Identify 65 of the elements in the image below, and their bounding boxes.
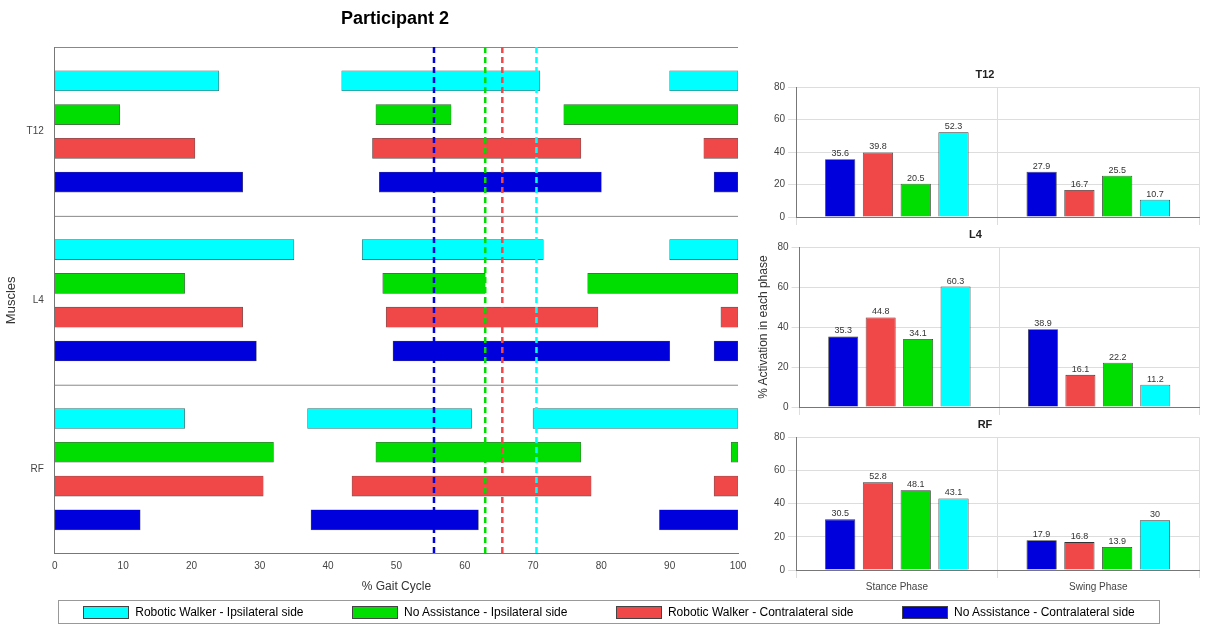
y-tick-label: RF: [30, 462, 44, 474]
data-label: 52.3: [944, 121, 963, 132]
y-tick-label: 40: [774, 145, 786, 157]
chart-title: L4: [969, 227, 983, 240]
legend-label: No Assistance - Contralateral side: [954, 605, 1135, 619]
x-tick-label: Stance Phase: [865, 580, 929, 592]
x-tick-label: 20: [185, 560, 198, 572]
y-axis-title: % Activation in each phase: [755, 255, 770, 399]
data-label: 43.1: [944, 487, 963, 498]
data-label: 11.2: [1146, 373, 1164, 384]
y-tick-label: 60: [774, 464, 786, 476]
y-tick-label: 80: [777, 240, 789, 252]
data-label: 35.3: [834, 325, 852, 336]
legend-label: Robotic Walker - Contralateral side: [667, 605, 854, 619]
x-axis-title: % Gait Cycle: [361, 579, 432, 594]
y-tick-label: 80: [774, 80, 786, 92]
y-tick-label: 40: [777, 320, 789, 332]
data-label: 60.3: [946, 275, 965, 286]
y-tick-label: T12: [26, 125, 45, 137]
x-tick-label: 0: [52, 560, 59, 572]
data-label: 16.8: [1070, 531, 1089, 542]
data-label: 44.8: [871, 306, 890, 317]
x-tick-label: 30: [254, 560, 266, 572]
data-label: 38.9: [1034, 318, 1052, 329]
chart-title: T12: [975, 67, 995, 80]
y-tick-label: 20: [774, 178, 786, 190]
legend-label: Robotic Walker - Ipsilateral side: [135, 605, 304, 619]
x-tick-label: 10: [117, 560, 130, 572]
x-tick-label: 80: [595, 560, 608, 572]
y-axis-title: Muscles: [3, 275, 19, 325]
y-tick-label: 60: [777, 280, 789, 292]
legend-label: No Assistance - Ipsilateral side: [404, 605, 568, 619]
y-tick-label: 20: [777, 360, 789, 372]
data-label: 16.1: [1071, 363, 1090, 374]
data-label: 17.9: [1032, 529, 1051, 540]
x-tick-label: 40: [322, 560, 335, 572]
y-tick-label: L4: [32, 294, 45, 306]
data-label: 39.8: [869, 141, 887, 152]
data-label: 20.5: [906, 172, 925, 183]
x-tick-label: 50: [390, 560, 403, 572]
y-tick-label: 80: [774, 430, 786, 442]
data-label: 30: [1149, 509, 1160, 520]
data-label: 22.2: [1109, 351, 1127, 362]
chart-title: Participant 2: [339, 8, 450, 29]
y-tick-label: 40: [774, 497, 786, 509]
x-tick-label: 60: [459, 560, 471, 572]
x-tick-label: 70: [527, 560, 540, 572]
data-label: 10.7: [1146, 188, 1164, 199]
data-label: 27.9: [1032, 160, 1051, 171]
y-tick-label: 0: [779, 210, 786, 222]
y-tick-label: 60: [774, 113, 786, 125]
data-label: 52.8: [869, 471, 887, 482]
y-tick-label: 0: [782, 400, 789, 412]
x-tick-label: 100: [729, 560, 747, 572]
data-label: 16.7: [1070, 178, 1089, 189]
data-label: 35.6: [831, 148, 849, 159]
data-label: 48.1: [906, 479, 925, 490]
data-label: 34.1: [909, 327, 927, 338]
chart-title: RF: [977, 417, 993, 430]
data-label: 13.9: [1108, 535, 1126, 546]
x-tick-label: Swing Phase: [1069, 580, 1128, 592]
data-label: 25.5: [1108, 164, 1126, 175]
y-tick-label: 20: [774, 530, 786, 542]
x-tick-label: 90: [664, 560, 676, 572]
data-label: 30.5: [831, 508, 849, 519]
